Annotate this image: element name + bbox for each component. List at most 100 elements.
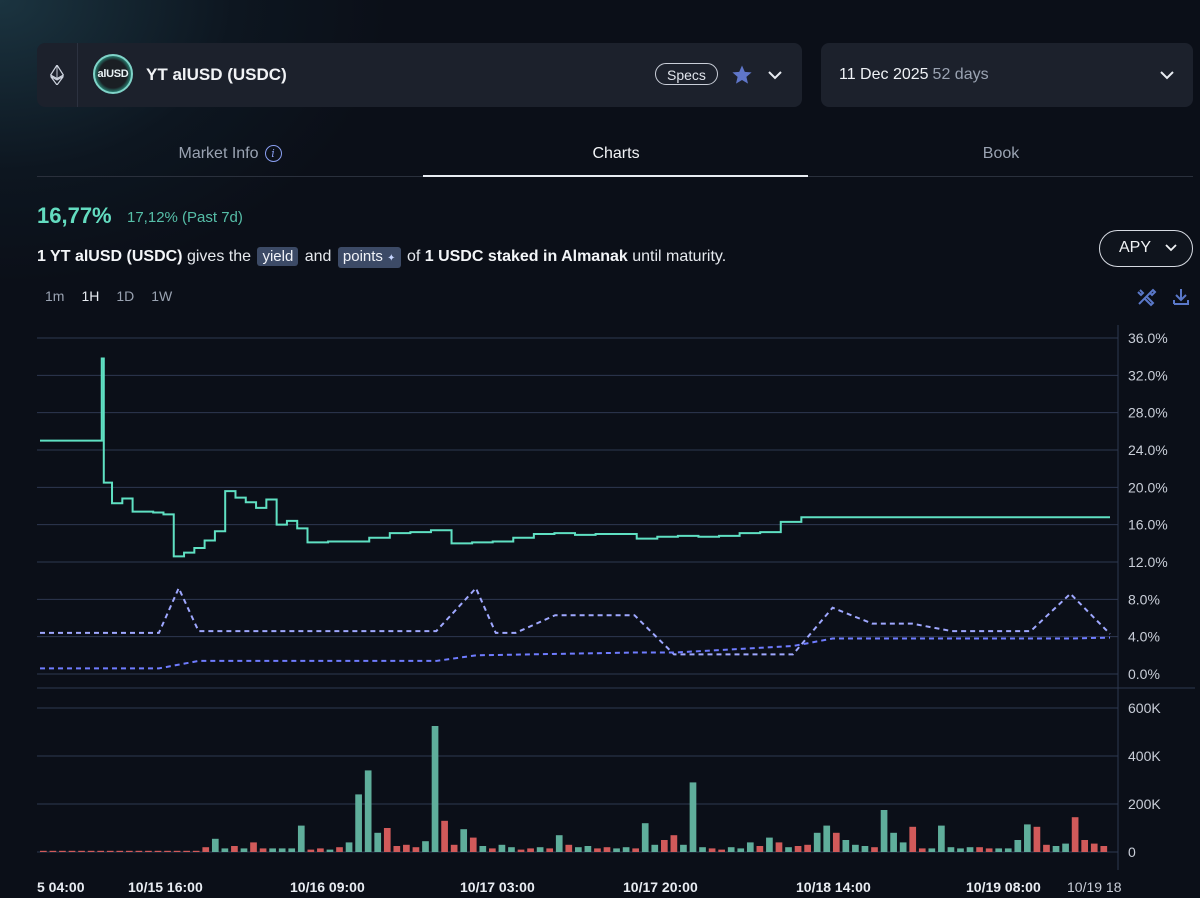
maturity-date: 11 Dec 2025	[839, 66, 929, 83]
volume-bar	[288, 848, 296, 852]
volume-bar	[374, 832, 382, 852]
volume-bar	[584, 846, 592, 852]
volume-bar	[899, 842, 907, 852]
tab-charts[interactable]: Charts	[423, 130, 809, 176]
volume-bar	[938, 825, 945, 852]
market-selector[interactable]: alUSD YT alUSD (USDC) Specs	[37, 43, 802, 107]
dashed-upper-line	[40, 585, 1111, 656]
volume-bar	[527, 848, 534, 852]
star-icon[interactable]	[730, 63, 754, 87]
volume-bar	[355, 794, 362, 852]
volume-bar	[317, 848, 324, 852]
y-tick-label: 36.0%	[1128, 330, 1168, 346]
volume-bar	[727, 847, 735, 852]
volume-bar	[1043, 844, 1050, 852]
volume-bar	[278, 848, 286, 852]
x-tick-label: 5 04:00	[37, 879, 85, 895]
x-tick-label: 10/16 09:00	[290, 879, 365, 895]
volume-bar	[1052, 846, 1060, 852]
volume-bar	[431, 726, 439, 852]
volume-bar	[670, 835, 678, 852]
maturity-selector[interactable]: 11 Dec 2025 52 days	[821, 43, 1193, 107]
volume-bar	[326, 849, 334, 852]
desc-text: and	[300, 248, 336, 265]
volume-bar	[154, 850, 162, 852]
volume-bar	[231, 846, 238, 852]
volume-bar	[450, 844, 458, 852]
download-icon[interactable]	[1172, 287, 1190, 307]
timeframe-1d[interactable]: 1D	[116, 288, 135, 304]
volume-bar	[966, 847, 974, 852]
tab-label: Charts	[592, 145, 640, 162]
volume-bar	[517, 849, 525, 852]
x-tick-label: 10/19 18	[1067, 879, 1122, 895]
apy-dropdown[interactable]: APY	[1099, 230, 1193, 267]
volume-tick-label: 600K	[1128, 700, 1161, 716]
apy-dropdown-label: APY	[1119, 239, 1152, 256]
info-icon[interactable]: i	[264, 145, 282, 162]
chevron-down-icon	[1165, 244, 1177, 252]
ethereum-icon[interactable]	[37, 43, 78, 107]
volume-bar	[880, 810, 888, 852]
volume-bar	[622, 847, 630, 852]
chevron-down-icon[interactable]	[767, 70, 783, 80]
volume-bar	[345, 842, 353, 852]
volume-bar	[173, 850, 181, 852]
volume-bar	[603, 847, 611, 852]
volume-bar	[460, 829, 468, 852]
y-tick-label: 4.0%	[1128, 629, 1160, 645]
volume-bar	[125, 850, 133, 852]
volume-bar	[775, 842, 783, 852]
chart-tools	[1136, 287, 1190, 312]
volume-bar	[746, 842, 754, 852]
volume-bar	[1004, 848, 1012, 852]
volume-bar	[1081, 840, 1089, 852]
volume-bar	[489, 848, 496, 852]
timeframe-1h[interactable]: 1H	[81, 288, 100, 304]
timeframe-1w[interactable]: 1W	[151, 288, 173, 304]
volume-bar	[59, 850, 66, 852]
volume-bar	[202, 847, 210, 852]
volume-bar	[804, 844, 811, 852]
tab-book[interactable]: Book	[808, 130, 1194, 176]
volume-bar	[441, 820, 448, 852]
volume-bar	[536, 847, 544, 852]
desc-underlying: 1 USDC staked in Almanak	[424, 248, 628, 265]
y-tick-label: 20.0%	[1128, 479, 1168, 495]
y-tick-label: 16.0%	[1128, 517, 1168, 533]
dashed-lower-line	[40, 636, 1111, 670]
tools-icon[interactable]	[1136, 287, 1158, 307]
y-tick-label: 32.0%	[1128, 367, 1168, 383]
volume-bar	[221, 848, 229, 852]
volume-bar	[680, 844, 687, 852]
volume-bar	[546, 848, 554, 852]
sparkle-icon: ✦	[387, 253, 396, 264]
tab-label: Book	[982, 145, 1020, 162]
implied-apy-line	[40, 357, 1110, 558]
volume-bar	[240, 848, 248, 852]
timeframe-1m[interactable]: 1m	[45, 288, 65, 304]
chevron-down-icon[interactable]	[1159, 70, 1175, 80]
x-tick-label: 10/18 14:00	[796, 879, 871, 895]
yield-chip: yield	[257, 247, 299, 266]
x-tick-label: 10/15 16:00	[128, 879, 203, 895]
volume-bar	[813, 832, 821, 852]
desc-text: gives the	[182, 248, 256, 265]
tab-market-info[interactable]: Market Info i	[37, 130, 423, 176]
volume-bar	[708, 848, 716, 852]
volume-bar	[995, 848, 1003, 852]
volume-bar	[947, 847, 955, 852]
specs-button[interactable]: Specs	[655, 63, 718, 85]
desc-text: until maturity.	[627, 248, 727, 265]
volume-bar	[718, 849, 725, 852]
volume-bar	[918, 848, 926, 852]
volume-tick-label: 0	[1128, 844, 1136, 860]
volume-bar	[87, 850, 95, 852]
volume-bar	[976, 847, 983, 852]
volume-bar	[1090, 843, 1098, 852]
volume-bar	[594, 848, 601, 852]
volume-bar	[403, 844, 410, 852]
volume-bar	[689, 782, 697, 852]
past-7d-apy: 17,12% (Past 7d)	[127, 209, 243, 226]
